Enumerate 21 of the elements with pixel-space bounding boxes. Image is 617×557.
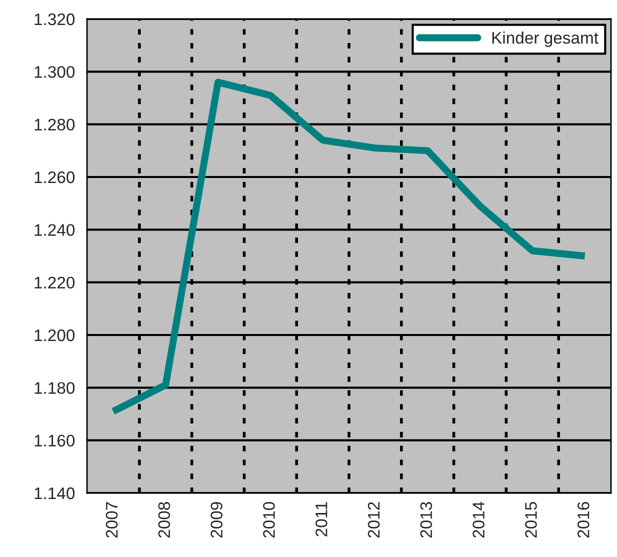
x-tick-label: 2007 xyxy=(106,502,118,538)
y-tick-label: 1.220 xyxy=(34,276,75,289)
x-tick-label: 2015 xyxy=(525,502,537,538)
y-tick-label: 1.160 xyxy=(34,434,75,447)
y-tick-label: 1.240 xyxy=(34,224,75,236)
x-tick-label: 2011 xyxy=(315,502,328,536)
legend-label: Kinder gesamt xyxy=(492,32,598,48)
y-tick-label: 1.300 xyxy=(34,66,75,78)
x-tick-label: 2016 xyxy=(577,502,590,538)
y-tick-label: 1.260 xyxy=(34,171,75,184)
x-tick-label: 2008 xyxy=(158,502,170,538)
x-tick-label: 2010 xyxy=(263,502,275,538)
x-tick-label: 2012 xyxy=(368,502,380,538)
y-tick-label: 1.320 xyxy=(34,13,75,26)
y-tick-label: 1.280 xyxy=(34,118,75,131)
y-tick-label: 1.140 xyxy=(34,487,75,500)
x-tick-label: 2009 xyxy=(210,502,222,538)
y-tick-label: 1.180 xyxy=(34,382,75,394)
x-tick-label: 2013 xyxy=(420,502,432,538)
x-tick-label: 2014 xyxy=(472,502,484,538)
y-tick-label: 1.200 xyxy=(34,329,75,342)
